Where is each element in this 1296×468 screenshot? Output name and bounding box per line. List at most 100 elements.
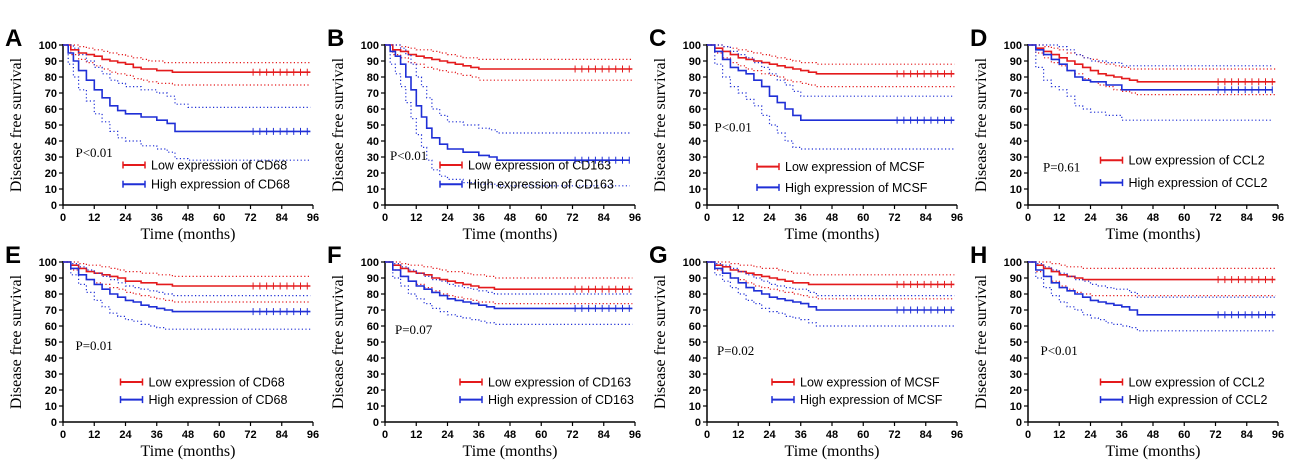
x-tick-label: 84 [598, 212, 611, 224]
x-tick-label: 24 [441, 212, 454, 224]
panel-letter: B [327, 25, 344, 52]
x-axis-title: Time (months) [1106, 443, 1201, 460]
ci-lower-low-expression-of-cd68 [63, 261, 311, 303]
ci-upper-low-expression-of-cd68 [63, 261, 311, 277]
x-tick-label: 36 [473, 212, 485, 224]
ci-upper-high-expression-of-mcsf [707, 261, 955, 297]
x-tick-label: 0 [60, 212, 66, 224]
x-tick-label: 36 [795, 212, 807, 224]
x-tick-label: 12 [88, 212, 100, 224]
y-tick-label: 20 [45, 168, 57, 180]
survival-curve-low-expression-of-cd163 [385, 261, 633, 290]
y-tick-label: 100 [683, 40, 701, 52]
y-tick-label: 10 [367, 401, 379, 413]
y-tick-label: 10 [45, 184, 57, 196]
y-tick-label: 40 [45, 353, 57, 365]
y-tick-label: 90 [689, 56, 701, 68]
x-tick-label: 12 [410, 212, 422, 224]
y-tick-label: 70 [45, 305, 57, 317]
y-tick-label: 40 [689, 136, 701, 148]
y-axis-title: Disease free survival [330, 274, 347, 409]
ci-upper-high-expression-of-ccl2 [1028, 44, 1273, 67]
y-tick-label: 10 [45, 401, 57, 413]
legend-label: High expression of CCL2 [1129, 393, 1268, 407]
x-tick-label: 48 [826, 212, 838, 224]
y-tick-label: 20 [367, 168, 379, 180]
panel-letter: E [5, 242, 21, 269]
y-axis-title: Disease free survival [973, 274, 990, 409]
ci-lower-low-expression-of-cd68 [63, 44, 311, 86]
x-tick-label: 36 [1116, 212, 1128, 224]
x-tick-label: 12 [1053, 429, 1065, 441]
x-axis-title: Time (months) [141, 443, 236, 460]
y-tick-label: 80 [689, 289, 701, 301]
x-tick-label: 96 [307, 429, 319, 441]
y-tick-label: 50 [689, 120, 701, 132]
x-tick-label: 48 [1147, 212, 1159, 224]
km-panel-g: G 0 10 20 30 40 50 60 70 80 90 100 0 12 24 36 48 60 72 84 96… [649, 242, 963, 460]
y-tick-label: 0 [1016, 417, 1022, 429]
y-tick-label: 50 [45, 120, 57, 132]
y-tick-label: 10 [367, 184, 379, 196]
ci-lower-low-expression-of-cd163 [385, 44, 633, 81]
panel-letter: C [649, 25, 666, 52]
x-axis-title: Time (months) [785, 443, 880, 460]
y-tick-label: 70 [1010, 88, 1022, 100]
y-tick-label: 100 [361, 40, 379, 52]
x-axis-title: Time (months) [1106, 226, 1201, 243]
km-panel-a: A 0 10 20 30 40 50 60 70 80 90 100 0 12 24 36 48 60 72 84 96… [5, 25, 319, 243]
y-tick-label: 100 [361, 257, 379, 269]
legend-label: Low expression of MCSF [785, 160, 925, 174]
km-panel-f: F 0 10 20 30 40 50 60 70 80 90 100 0 12 24 36 48 60 72 84 96… [327, 242, 641, 460]
x-tick-label: 48 [182, 429, 194, 441]
y-tick-label: 80 [1010, 289, 1022, 301]
y-tick-label: 0 [373, 417, 379, 429]
km-panel-h: H 0 10 20 30 40 50 60 70 80 90 100 0 12 24 36 48 60 72 84 96… [970, 242, 1284, 460]
ci-lower-high-expression-of-ccl2 [1028, 44, 1273, 121]
y-tick-label: 0 [373, 200, 379, 212]
y-axis-title: Disease free survival [652, 274, 669, 409]
y-tick-label: 100 [39, 40, 57, 52]
survival-curve-high-expression-of-cd163 [385, 261, 633, 310]
x-tick-label: 96 [307, 212, 319, 224]
x-tick-label: 72 [888, 429, 900, 441]
x-tick-label: 72 [244, 212, 256, 224]
x-tick-label: 72 [566, 212, 578, 224]
p-value-label: P<0.01 [1041, 343, 1078, 358]
survival-curve-low-expression-of-ccl2 [1028, 44, 1276, 83]
y-tick-label: 40 [1010, 353, 1022, 365]
x-axis-title: Time (months) [785, 226, 880, 243]
panel-letter: G [649, 242, 668, 269]
y-tick-label: 90 [689, 273, 701, 285]
x-tick-label: 12 [1053, 212, 1065, 224]
y-tick-label: 80 [367, 289, 379, 301]
legend-label: High expression of CD163 [468, 178, 614, 192]
panel-letter: H [970, 242, 987, 269]
y-tick-label: 10 [689, 401, 701, 413]
x-tick-label: 48 [826, 429, 838, 441]
p-value-label: P=0.01 [76, 338, 113, 353]
survival-curve-low-expression-of-cd68 [63, 44, 311, 73]
x-tick-label: 0 [382, 212, 388, 224]
x-tick-label: 60 [535, 212, 547, 224]
y-tick-label: 90 [367, 273, 379, 285]
x-tick-label: 84 [276, 429, 289, 441]
y-tick-label: 10 [689, 184, 701, 196]
y-tick-label: 70 [689, 305, 701, 317]
y-tick-label: 0 [51, 200, 57, 212]
x-tick-label: 24 [441, 429, 454, 441]
y-tick-label: 70 [689, 88, 701, 100]
survival-curve-low-expression-of-cd163 [385, 44, 633, 70]
y-tick-label: 60 [689, 321, 701, 333]
ci-upper-low-expression-of-mcsf [707, 261, 955, 276]
p-value-label: P<0.01 [390, 148, 427, 163]
y-tick-label: 10 [1010, 184, 1022, 196]
legend-label: Low expression of CCL2 [1129, 376, 1265, 390]
x-tick-label: 0 [1025, 212, 1031, 224]
y-tick-label: 80 [1010, 72, 1022, 84]
y-tick-label: 60 [367, 104, 379, 116]
x-tick-label: 36 [151, 212, 163, 224]
x-tick-label: 24 [763, 212, 776, 224]
ci-lower-high-expression-of-cd68 [63, 261, 311, 330]
